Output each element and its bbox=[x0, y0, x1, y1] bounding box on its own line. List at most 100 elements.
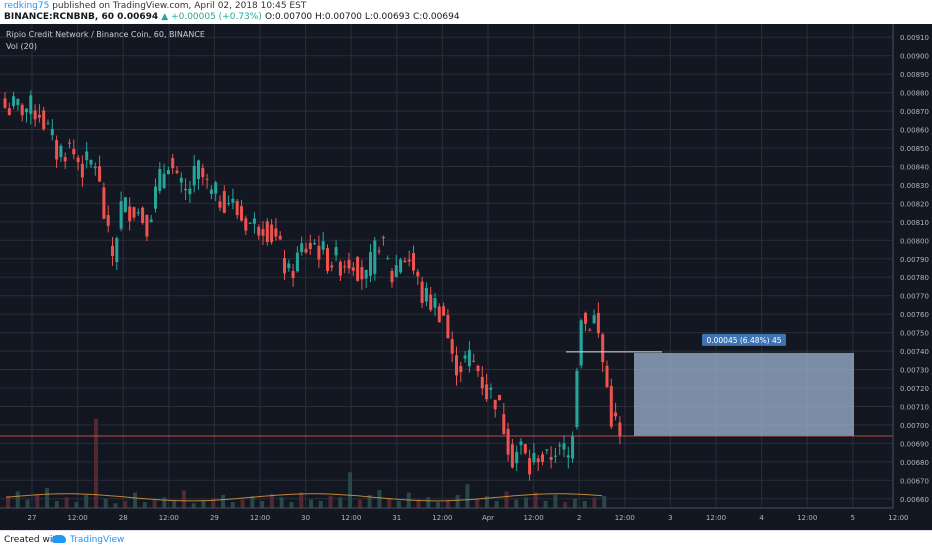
price-tick-label: 0.00730 bbox=[900, 367, 929, 375]
candle-body bbox=[111, 245, 114, 256]
candle-body bbox=[364, 269, 368, 279]
price-tick-label: 0.00830 bbox=[900, 182, 929, 190]
candle-body bbox=[76, 157, 80, 163]
candle-body bbox=[231, 198, 235, 203]
volume-bar bbox=[563, 502, 568, 508]
candlestick-chart[interactable]: 0.00045 (6.48%) 450.0069414:140 0.006600… bbox=[0, 24, 932, 530]
candle-body bbox=[261, 229, 265, 236]
candle-body bbox=[240, 206, 243, 221]
candle-body bbox=[416, 271, 420, 277]
candle-body bbox=[532, 452, 536, 463]
candle-body bbox=[59, 145, 63, 158]
price-tick-label: 0.00850 bbox=[900, 145, 929, 153]
volume-ma-line bbox=[5, 493, 603, 502]
candle-body bbox=[209, 189, 213, 195]
volume-bar bbox=[484, 496, 489, 508]
candle-body bbox=[330, 265, 334, 268]
candle-body bbox=[89, 159, 93, 165]
candle-body bbox=[386, 258, 390, 260]
candle-body bbox=[85, 151, 89, 161]
candle-body bbox=[356, 257, 360, 281]
price-tick-label: 0.00860 bbox=[900, 127, 929, 135]
candle-body bbox=[201, 167, 205, 178]
volume-bar bbox=[230, 502, 235, 508]
volume-bar bbox=[475, 498, 480, 508]
volume-bar bbox=[524, 497, 529, 508]
volume-bar bbox=[416, 499, 421, 508]
author-link[interactable]: redking75 bbox=[4, 1, 50, 11]
candle-body bbox=[171, 158, 175, 169]
volume-bar bbox=[348, 472, 353, 508]
candle-body bbox=[549, 456, 553, 460]
price-axis-bg bbox=[893, 24, 932, 530]
volume-bar bbox=[309, 499, 313, 508]
candle-body bbox=[545, 449, 549, 451]
candle-body bbox=[72, 148, 76, 155]
candle-body bbox=[205, 178, 209, 180]
candle-body bbox=[476, 365, 480, 372]
candle-body bbox=[291, 271, 295, 279]
time-tick-label: 3 bbox=[668, 514, 672, 522]
candle-body bbox=[601, 334, 605, 363]
volume-bar bbox=[240, 499, 245, 508]
price-candles bbox=[3, 90, 622, 481]
volume-bar bbox=[54, 500, 59, 508]
volume-bar bbox=[289, 502, 294, 508]
chart-title: Ripio Credit Network / Binance Coin, 60,… bbox=[6, 30, 205, 39]
time-tick-label: 12:00 bbox=[888, 514, 908, 522]
candle-body bbox=[235, 200, 239, 216]
candle-body bbox=[321, 241, 325, 250]
volume-bar bbox=[572, 498, 577, 508]
candle-body bbox=[29, 95, 33, 114]
candle-body bbox=[68, 142, 71, 144]
candle-body bbox=[20, 104, 24, 116]
price-tick-label: 0.00670 bbox=[900, 477, 929, 485]
volume-bar bbox=[318, 500, 323, 508]
candle-body bbox=[493, 399, 497, 410]
candle-body bbox=[119, 201, 123, 229]
volume-bar bbox=[123, 500, 128, 508]
price-tick-label: 0.00720 bbox=[900, 385, 929, 393]
tradingview-brand: TradingView bbox=[70, 535, 125, 545]
candle-body bbox=[506, 428, 510, 455]
candle-body bbox=[227, 202, 231, 204]
volume-bar bbox=[494, 500, 499, 508]
candle-body bbox=[485, 384, 489, 400]
candle-body bbox=[274, 228, 278, 237]
candle-body bbox=[399, 259, 403, 273]
candle-body bbox=[145, 215, 149, 237]
candle-body bbox=[498, 394, 501, 401]
candle-body bbox=[326, 248, 329, 271]
candle-body bbox=[184, 188, 188, 191]
price-tick-label: 0.00710 bbox=[900, 403, 929, 411]
candle-body bbox=[446, 314, 450, 339]
volume-bar bbox=[543, 500, 548, 508]
publish-header: redking75 published on TradingView.com, … bbox=[0, 0, 932, 24]
chart-plot[interactable]: 0.00045 (6.48%) 450.0069414:140 0.006600… bbox=[0, 24, 932, 530]
measure-label: 0.00045 (6.48%) 45 bbox=[706, 336, 781, 345]
candle-body bbox=[149, 219, 153, 223]
candle-body bbox=[154, 186, 157, 209]
candle-body bbox=[437, 306, 441, 323]
candle-body bbox=[584, 312, 587, 324]
candle-body bbox=[480, 376, 484, 389]
volume-bar bbox=[445, 500, 450, 508]
volume-bar bbox=[221, 494, 226, 508]
candle-body bbox=[257, 226, 261, 236]
candle-body bbox=[63, 157, 67, 162]
candle-body bbox=[369, 252, 372, 276]
tradingview-logo[interactable]: TradingView bbox=[52, 535, 124, 545]
candle-body bbox=[553, 455, 557, 457]
price-tick-label: 0.00840 bbox=[900, 163, 929, 171]
candle-body bbox=[605, 365, 609, 388]
volume-bar bbox=[181, 490, 186, 508]
candle-body bbox=[343, 266, 347, 268]
candle-body bbox=[265, 221, 269, 242]
candle-body bbox=[373, 240, 377, 274]
candle-body bbox=[12, 96, 16, 107]
candle-body bbox=[132, 207, 136, 218]
volume-bar bbox=[279, 497, 284, 508]
price-tick-label: 0.00820 bbox=[900, 200, 929, 208]
candle-body bbox=[442, 306, 446, 316]
candle-body bbox=[596, 312, 600, 334]
